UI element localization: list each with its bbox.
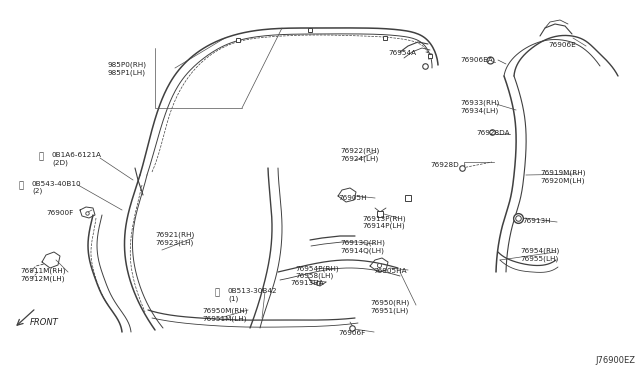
Text: 76954P(RH)
76958(LH): 76954P(RH) 76958(LH) — [295, 265, 339, 279]
Text: 76950(RH)
76951(LH): 76950(RH) 76951(LH) — [370, 300, 409, 314]
Text: 76928D: 76928D — [430, 162, 459, 168]
Text: 76913P(RH)
76914P(LH): 76913P(RH) 76914P(LH) — [362, 215, 406, 229]
Text: FRONT: FRONT — [30, 318, 59, 327]
Text: 76906EA: 76906EA — [460, 57, 493, 63]
Text: Ⓢ: Ⓢ — [19, 181, 24, 190]
Text: 985P0(RH)
985P1(LH): 985P0(RH) 985P1(LH) — [107, 62, 146, 76]
Text: 76906F: 76906F — [338, 330, 365, 336]
Text: 76905H: 76905H — [338, 195, 367, 201]
Text: 0B513-30B42
(1): 0B513-30B42 (1) — [228, 288, 278, 301]
Text: 76900F: 76900F — [46, 210, 73, 216]
Text: 76913Q(RH)
76914Q(LH): 76913Q(RH) 76914Q(LH) — [340, 240, 385, 254]
Text: 76913HA: 76913HA — [290, 280, 324, 286]
Text: 76933(RH)
76934(LH): 76933(RH) 76934(LH) — [460, 100, 499, 114]
Text: Ⓢ: Ⓢ — [215, 288, 220, 297]
Text: 0B543-40B10
(2): 0B543-40B10 (2) — [32, 181, 82, 195]
Text: 0B1A6-6121A
(2D): 0B1A6-6121A (2D) — [52, 152, 102, 166]
Text: 76905HA: 76905HA — [373, 268, 406, 274]
Text: J76900EZ: J76900EZ — [595, 356, 635, 365]
Text: 76919M(RH)
76920M(LH): 76919M(RH) 76920M(LH) — [540, 170, 586, 184]
Text: 76954A: 76954A — [388, 50, 416, 56]
Text: 76928DA: 76928DA — [476, 130, 509, 136]
Text: 76906E: 76906E — [548, 42, 576, 48]
Text: 76922(RH)
76924(LH): 76922(RH) 76924(LH) — [340, 148, 380, 162]
Text: 76954(RH)
76955(LH): 76954(RH) 76955(LH) — [520, 248, 559, 262]
Text: 76921(RH)
76923(LH): 76921(RH) 76923(LH) — [155, 232, 195, 246]
Text: 76913H: 76913H — [522, 218, 550, 224]
Text: 76950M(RH)
76951M(LH): 76950M(RH) 76951M(LH) — [202, 308, 248, 322]
Text: Ⓢ: Ⓢ — [39, 152, 44, 161]
Text: 76911M(RH)
76912M(LH): 76911M(RH) 76912M(LH) — [20, 268, 65, 282]
